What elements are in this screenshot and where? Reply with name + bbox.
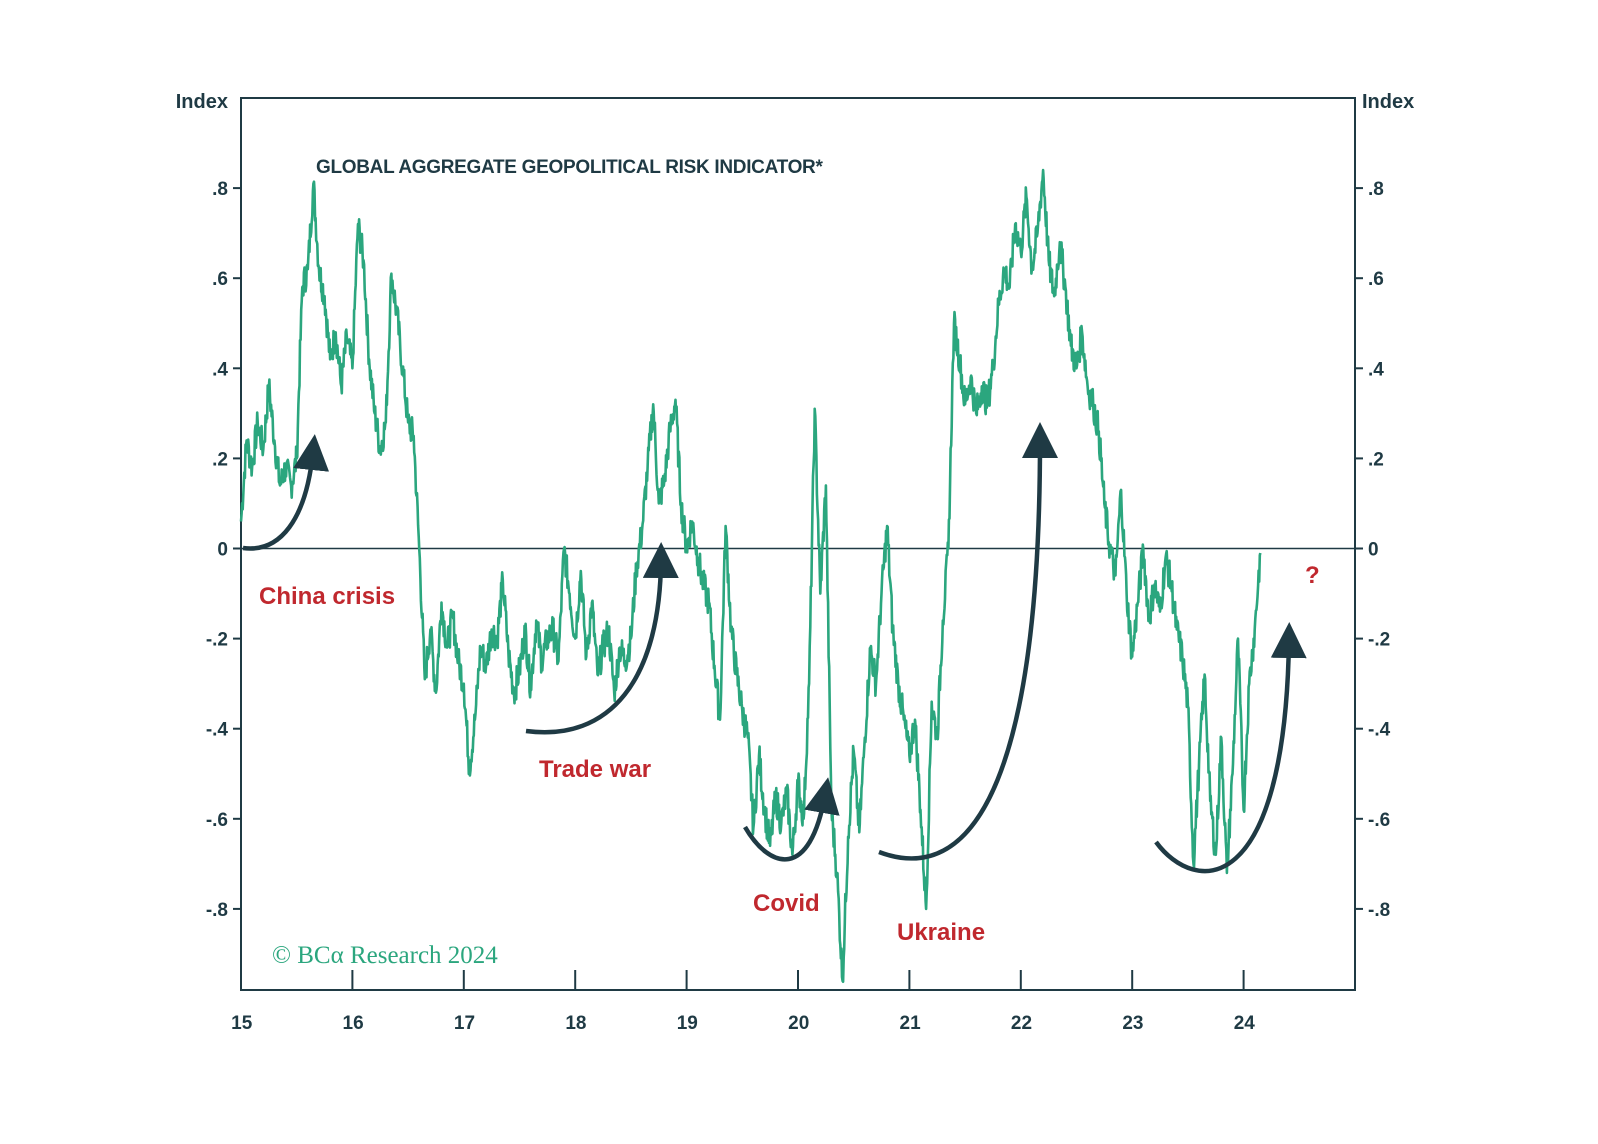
arrow-covid <box>743 777 840 862</box>
right-y-tick-label: -.8 <box>1368 900 1390 921</box>
left-y-tick-label: -.4 <box>206 720 229 741</box>
right-y-axis: .8 .6 .4 .2 0 -.2 -.4 -.6 -.8 <box>1355 179 1391 921</box>
x-tick-label: 20 <box>788 1013 809 1034</box>
x-tick-label: 19 <box>677 1013 698 1034</box>
right-y-tick-label: -.2 <box>1368 630 1390 651</box>
right-axis-unit-label: Index <box>1362 91 1414 113</box>
left-y-tick-label: .2 <box>212 449 228 470</box>
event-label-ukraine: Ukraine <box>897 919 985 946</box>
x-tick-label: 16 <box>343 1013 364 1034</box>
x-tick-label: 24 <box>1234 1013 1256 1034</box>
left-y-tick-label: -.8 <box>206 900 228 921</box>
left-y-tick-label: -.6 <box>206 810 228 831</box>
x-tick-label: 18 <box>565 1013 586 1034</box>
event-label-question: ? <box>1305 562 1320 589</box>
x-tick-label: 23 <box>1122 1013 1143 1034</box>
series-line-geopolitical-risk <box>239 168 1262 983</box>
x-tick-label: 15 <box>231 1013 253 1034</box>
right-y-tick-label: .6 <box>1368 269 1384 290</box>
left-y-tick-label: .8 <box>212 179 228 200</box>
left-y-tick-label: .4 <box>212 359 228 380</box>
left-y-tick-label: -.2 <box>206 630 228 651</box>
x-tick-label: 17 <box>454 1013 475 1034</box>
left-y-tick-label: .6 <box>212 269 228 290</box>
event-label-covid: Covid <box>753 890 820 917</box>
right-y-tick-label: -.6 <box>1368 810 1390 831</box>
right-y-tick-label: 0 <box>1368 540 1379 561</box>
arrow-trade-war <box>525 542 679 735</box>
arrow-ukraine <box>878 422 1058 861</box>
right-y-tick-label: .4 <box>1368 359 1384 380</box>
copyright-notice: © BCα Research 2024 <box>272 942 498 969</box>
right-y-tick-label: .2 <box>1368 449 1384 470</box>
event-label-trade-war: Trade war <box>539 756 651 783</box>
chart-title: GLOBAL AGGREGATE GEOPOLITICAL RISK INDIC… <box>316 157 823 178</box>
right-y-tick-label: .8 <box>1368 179 1384 200</box>
x-tick-label: 22 <box>1011 1013 1032 1034</box>
left-y-tick-label: 0 <box>217 540 228 561</box>
arrow-question <box>1154 622 1307 874</box>
event-label-china-crisis: China crisis <box>259 583 395 610</box>
right-y-tick-label: -.4 <box>1368 720 1391 741</box>
arrow-china-crisis <box>242 434 330 551</box>
x-tick-label: 21 <box>900 1013 922 1034</box>
left-y-axis: .8 .6 .4 .2 0 -.2 -.4 -.6 -.8 <box>206 179 241 921</box>
x-axis: 15 16 17 18 19 20 21 22 23 24 <box>231 970 1255 1034</box>
left-axis-unit-label: Index <box>176 91 228 113</box>
